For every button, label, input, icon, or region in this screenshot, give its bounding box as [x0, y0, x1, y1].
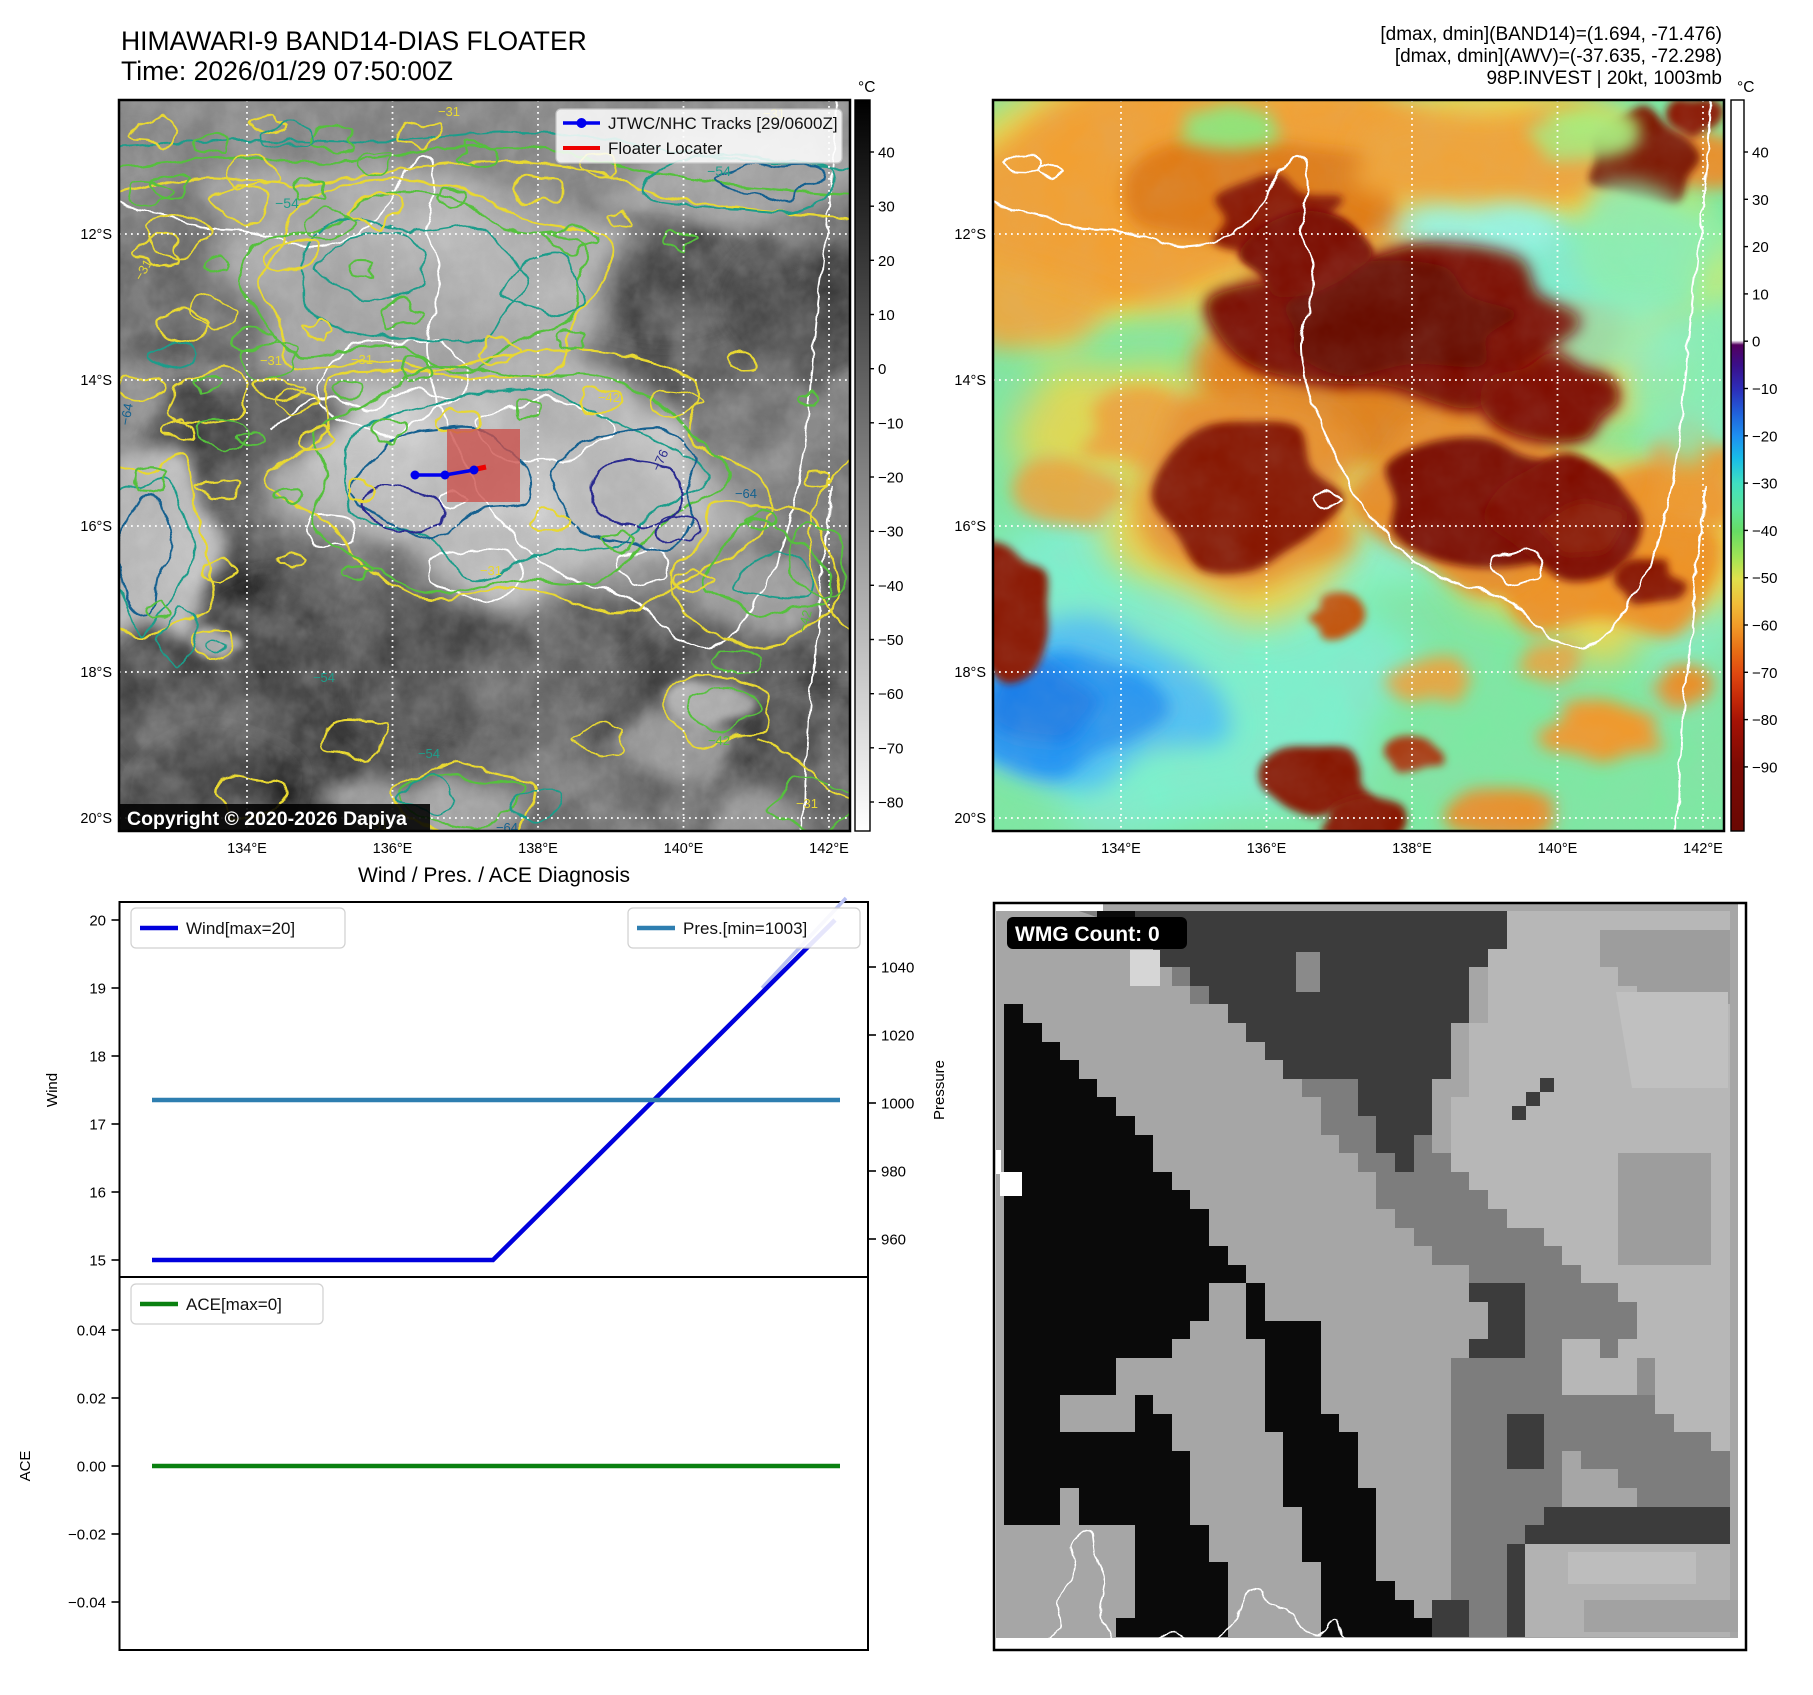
svg-text:10: 10	[878, 307, 895, 324]
svg-text:12°S: 12°S	[954, 227, 986, 243]
svg-text:°C: °C	[1737, 79, 1754, 96]
svg-text:−31: −31	[351, 352, 373, 367]
svg-text:−50: −50	[1752, 570, 1777, 587]
svg-text:20°S: 20°S	[954, 811, 986, 827]
svg-text:−80: −80	[878, 795, 903, 812]
svg-text:Time: 2026/01/29 07:50:00Z: Time: 2026/01/29 07:50:00Z	[121, 56, 453, 86]
svg-text:138°E: 138°E	[1392, 841, 1432, 857]
svg-text:0: 0	[1752, 334, 1760, 351]
svg-text:0.00: 0.00	[77, 1459, 106, 1476]
svg-text:40: 40	[878, 145, 895, 162]
svg-text:16°S: 16°S	[80, 519, 112, 535]
svg-text:0: 0	[878, 361, 886, 378]
svg-text:−90: −90	[1752, 759, 1777, 776]
svg-text:−30: −30	[1752, 476, 1777, 493]
svg-text:142°E: 142°E	[1683, 841, 1723, 857]
svg-text:Wind[max=20]: Wind[max=20]	[186, 919, 295, 938]
svg-text:°C: °C	[858, 79, 875, 96]
svg-text:19: 19	[89, 981, 106, 998]
svg-text:30: 30	[1752, 192, 1769, 209]
svg-text:Floater Locater: Floater Locater	[608, 139, 723, 158]
svg-text:0.02: 0.02	[77, 1391, 106, 1408]
svg-text:−60: −60	[878, 686, 903, 703]
svg-text:14°S: 14°S	[954, 373, 986, 389]
svg-text:138°E: 138°E	[518, 841, 558, 857]
svg-text:40: 40	[1752, 145, 1769, 162]
svg-text:−54: −54	[275, 195, 299, 211]
svg-text:18°S: 18°S	[80, 665, 112, 681]
svg-text:20: 20	[1752, 239, 1769, 256]
svg-text:136°E: 136°E	[1247, 841, 1287, 857]
svg-text:−54: −54	[313, 670, 335, 685]
svg-text:15: 15	[89, 1253, 106, 1270]
svg-text:20: 20	[89, 913, 106, 930]
svg-text:−64: −64	[117, 402, 136, 426]
svg-text:0.04: 0.04	[77, 1323, 106, 1340]
svg-text:140°E: 140°E	[1538, 841, 1578, 857]
svg-text:−10: −10	[878, 415, 903, 432]
svg-text:30: 30	[878, 199, 895, 216]
svg-text:142°E: 142°E	[809, 841, 849, 857]
svg-text:20: 20	[878, 253, 895, 270]
svg-text:ACE[max=0]: ACE[max=0]	[186, 1295, 282, 1314]
svg-text:17: 17	[89, 1117, 106, 1134]
svg-text:1020: 1020	[881, 1028, 914, 1045]
svg-text:Pres.[min=1003]: Pres.[min=1003]	[683, 919, 807, 938]
svg-text:WMG Count: 0: WMG Count: 0	[1015, 923, 1160, 946]
svg-text:[dmax, dmin](AWV)=(-37.635, -7: [dmax, dmin](AWV)=(-37.635, -72.298)	[1395, 46, 1722, 67]
svg-text:134°E: 134°E	[227, 841, 267, 857]
svg-text:−80: −80	[1752, 712, 1777, 729]
svg-text:18°S: 18°S	[954, 665, 986, 681]
svg-text:−10: −10	[1752, 381, 1777, 398]
svg-text:16: 16	[89, 1185, 106, 1202]
svg-text:134°E: 134°E	[1101, 841, 1141, 857]
svg-text:−42: −42	[795, 608, 815, 633]
svg-text:136°E: 136°E	[373, 841, 413, 857]
svg-text:−42: −42	[708, 733, 730, 748]
svg-text:14°S: 14°S	[80, 373, 112, 389]
svg-text:−60: −60	[1752, 618, 1777, 635]
svg-text:960: 960	[881, 1232, 906, 1249]
svg-text:20°S: 20°S	[80, 811, 112, 827]
svg-text:Wind / Pres. / ACE Diagnosis: Wind / Pres. / ACE Diagnosis	[358, 864, 630, 887]
svg-text:−40: −40	[878, 578, 903, 595]
svg-text:JTWC/NHC Tracks [29/0600Z]: JTWC/NHC Tracks [29/0600Z]	[608, 114, 838, 133]
svg-text:−31: −31	[438, 104, 460, 119]
svg-text:−54: −54	[418, 746, 440, 761]
svg-text:−30: −30	[878, 524, 903, 541]
svg-text:−64: −64	[496, 820, 518, 835]
svg-text:−70: −70	[1752, 665, 1777, 682]
svg-text:−20: −20	[878, 470, 903, 487]
svg-text:1000: 1000	[881, 1096, 914, 1113]
svg-text:−0.04: −0.04	[68, 1595, 106, 1612]
svg-text:16°S: 16°S	[954, 519, 986, 535]
svg-text:−40: −40	[1752, 523, 1777, 540]
svg-text:−42: −42	[598, 390, 620, 405]
svg-text:−64: −64	[735, 486, 757, 501]
svg-text:140°E: 140°E	[664, 841, 704, 857]
svg-text:−31: −31	[796, 796, 818, 811]
svg-text:[dmax, dmin](BAND14)=(1.694, -: [dmax, dmin](BAND14)=(1.694, -71.476)	[1380, 24, 1722, 45]
svg-text:Wind: Wind	[44, 1073, 61, 1107]
svg-text:−31: −31	[480, 563, 502, 578]
svg-text:−0.02: −0.02	[68, 1527, 106, 1544]
svg-text:10: 10	[1752, 286, 1769, 303]
svg-text:Copyright © 2020-2026 Dapiya: Copyright © 2020-2026 Dapiya	[127, 808, 407, 830]
svg-text:HIMAWARI-9 BAND14-DIAS FLOATER: HIMAWARI-9 BAND14-DIAS FLOATER	[121, 26, 587, 56]
svg-text:Pressure: Pressure	[931, 1060, 948, 1120]
svg-text:−50: −50	[878, 632, 903, 649]
svg-text:ACE: ACE	[17, 1451, 34, 1482]
svg-text:980: 980	[881, 1164, 906, 1181]
svg-text:−31: −31	[260, 353, 282, 368]
svg-text:−70: −70	[878, 740, 903, 757]
svg-text:18: 18	[89, 1049, 106, 1066]
svg-text:12°S: 12°S	[80, 227, 112, 243]
svg-text:−20: −20	[1752, 428, 1777, 445]
svg-text:1040: 1040	[881, 960, 914, 977]
svg-text:98P.INVEST | 20kt, 1003mb: 98P.INVEST | 20kt, 1003mb	[1486, 68, 1722, 89]
svg-text:−54: −54	[707, 163, 731, 179]
